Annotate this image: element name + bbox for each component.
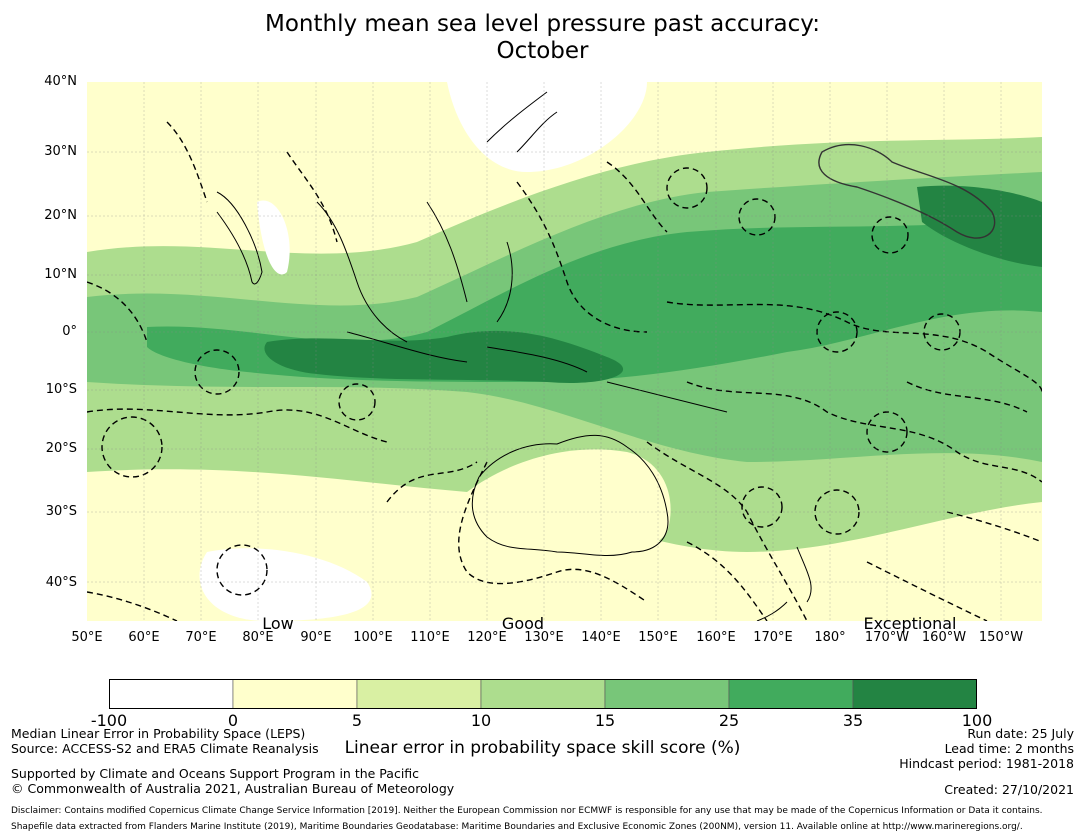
skill-region-india-white (257, 200, 290, 275)
lon-tick: 120°E (467, 630, 507, 645)
lon-tick: 100°E (353, 630, 393, 645)
footer-left-line2: Source: ACCESS-S2 and ERA5 Climate Reana… (11, 741, 319, 756)
skill-region-asia-white (447, 82, 647, 172)
colorbar-tick-label: 5 (351, 711, 363, 730)
lon-tick: 50°E (71, 630, 103, 645)
colorbar-tick-label: 100 (961, 711, 993, 730)
lon-tick: 170°W (864, 630, 910, 645)
footer-run-date: Run date: 25 July (967, 726, 1074, 741)
coastline-india (216, 191, 263, 285)
footer-hindcast-period: Hindcast period: 1981-2018 (899, 756, 1074, 771)
lat-tick: 10°N (44, 267, 77, 282)
lon-tick: 160°E (696, 630, 736, 645)
lon-tick: 80°E (242, 630, 274, 645)
colorbar-segment (480, 679, 606, 709)
lat-tick: 20°N (44, 208, 77, 223)
category-label-exceptional: Exceptional (863, 614, 957, 633)
disclaimer-line1: Disclaimer: Contains modified Copernicus… (11, 806, 1043, 816)
lon-tick: 170°E (753, 630, 793, 645)
colorbar-segment (109, 679, 234, 709)
coastline-japan (486, 91, 558, 153)
colorbar-label: Linear error in probability space skill … (344, 738, 741, 758)
lat-tick: 10°S (45, 382, 77, 397)
colorbar-tick-label: 10 (470, 711, 492, 730)
chart-title-line2: October (496, 38, 589, 64)
lon-tick: 150°W (978, 630, 1024, 645)
chart-title-line1: Monthly mean sea level pressure past acc… (265, 11, 820, 37)
coastline-australia (471, 434, 669, 557)
category-label-good: Good (501, 614, 545, 633)
colorbar-tick-label: 25 (718, 711, 740, 730)
lon-tick: 160°W (921, 630, 967, 645)
skill-map (87, 82, 1042, 621)
footer-left-line1: Median Linear Error in Probability Space… (11, 726, 306, 741)
footer-left-line3: Supported by Climate and Oceans Support … (11, 766, 420, 781)
colorbar-segment (356, 679, 482, 709)
colorbar (109, 679, 977, 709)
colorbar-tick-label: 35 (842, 711, 864, 730)
colorbar-frame (109, 679, 977, 709)
colorbar-tick-label: 0 (227, 711, 239, 730)
coastline-new-zealand (756, 546, 812, 621)
lat-tick: 30°S (45, 504, 77, 519)
skill-region-southern-white (199, 548, 372, 621)
footer-left-line4: © Commonwealth of Australia 2021, Austra… (11, 781, 455, 796)
lon-tick: 110°E (410, 630, 450, 645)
lon-tick: 150°E (638, 630, 678, 645)
skill-region-north-pacific (917, 185, 1042, 267)
colorbar-segment (604, 679, 730, 709)
lon-tick: 90°E (300, 630, 332, 645)
footer-created: Created: 27/10/2021 (944, 782, 1074, 797)
map-gridlines (87, 82, 1042, 621)
coastline-se-asia (316, 201, 513, 343)
lon-tick: 130°E (524, 630, 564, 645)
eez-boundary-hawaii (818, 144, 996, 239)
category-label-low: Low (262, 614, 294, 633)
disclaimer-line2: Shapefile data extracted from Flanders M… (11, 822, 1023, 832)
lon-tick: 60°E (128, 630, 160, 645)
lat-tick: 30°N (44, 144, 77, 159)
lon-tick: 180° (814, 630, 846, 645)
colorbar-segment (852, 679, 977, 709)
colorbar-tick-label: -100 (90, 711, 128, 730)
lat-tick: 40°S (45, 575, 77, 590)
skill-region-maritime-continent (264, 330, 624, 383)
skill-region-australia (467, 449, 671, 556)
lon-tick: 140°E (581, 630, 621, 645)
lon-tick: 70°E (185, 630, 217, 645)
lat-tick: 20°S (45, 441, 77, 456)
lat-tick: 0° (62, 324, 77, 339)
skill-map-svg (87, 82, 1042, 621)
footer-lead-time: Lead time: 2 months (944, 741, 1074, 756)
colorbar-segment (232, 679, 358, 709)
colorbar-tick-label: 15 (594, 711, 616, 730)
coastline-indonesia (346, 331, 728, 413)
colorbar-segment (728, 679, 854, 709)
lat-tick: 40°N (44, 74, 77, 89)
